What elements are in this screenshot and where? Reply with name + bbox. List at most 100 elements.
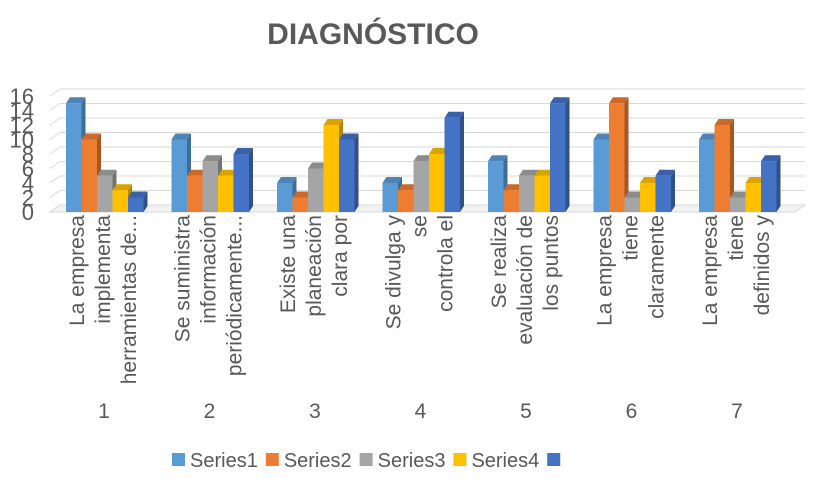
bar-front bbox=[66, 103, 82, 212]
bar-side bbox=[776, 155, 781, 212]
x-tick-label: 7 bbox=[731, 400, 743, 423]
legend-swatch bbox=[265, 453, 279, 466]
legend-item: Series1 bbox=[172, 450, 258, 472]
gridline-side bbox=[49, 161, 61, 169]
category-label-line: implementa bbox=[92, 215, 115, 324]
y-tick-label: 16 bbox=[10, 84, 34, 109]
gridline-side bbox=[49, 117, 61, 126]
bar-top bbox=[624, 191, 644, 198]
gridline-side bbox=[49, 146, 61, 155]
bar-front bbox=[97, 175, 113, 212]
x-tick-label: 5 bbox=[520, 400, 532, 423]
category-label-line: planeación bbox=[303, 215, 326, 317]
category-label-line: tiene bbox=[620, 215, 643, 261]
bar-front bbox=[429, 154, 445, 212]
bar-front bbox=[233, 154, 249, 212]
bar-front bbox=[171, 139, 187, 212]
bar-front bbox=[202, 161, 218, 212]
bar-top bbox=[171, 133, 191, 140]
bar-front bbox=[444, 117, 460, 212]
legend-item bbox=[547, 453, 561, 466]
bar-front bbox=[745, 183, 761, 212]
bar bbox=[339, 133, 359, 212]
legend-swatch bbox=[547, 453, 561, 466]
bar-top bbox=[745, 177, 765, 183]
y-tick-label: 12 bbox=[10, 113, 34, 138]
x-tick-label: 1 bbox=[98, 400, 110, 423]
bar bbox=[128, 191, 148, 212]
bar bbox=[233, 148, 253, 212]
bar-front bbox=[609, 103, 625, 212]
bar-top bbox=[534, 169, 554, 176]
legend-label: Series4 bbox=[471, 450, 539, 472]
bar-top bbox=[202, 155, 222, 162]
y-tick-label: 8 bbox=[22, 142, 34, 167]
bar-top bbox=[112, 184, 132, 191]
bar-front bbox=[218, 175, 234, 212]
bar-top bbox=[398, 184, 418, 191]
y-tick-label: 0 bbox=[22, 200, 34, 225]
bar bbox=[488, 155, 508, 212]
bar-top bbox=[444, 111, 464, 118]
bar-top bbox=[640, 177, 660, 183]
bar-top bbox=[730, 191, 750, 198]
bar-top bbox=[429, 148, 449, 154]
category-label-line: La empresa bbox=[66, 215, 89, 326]
bar-top bbox=[609, 97, 629, 104]
bars bbox=[66, 97, 781, 212]
y-tick-label: 14 bbox=[10, 99, 34, 124]
bar-front bbox=[488, 161, 504, 212]
bar-side bbox=[249, 148, 253, 212]
bar-front bbox=[519, 175, 535, 212]
bar-front bbox=[503, 190, 519, 212]
bar-front bbox=[112, 190, 128, 212]
gridline-side bbox=[49, 88, 61, 97]
bar-front bbox=[593, 139, 609, 212]
legend-item: Series3 bbox=[359, 450, 446, 472]
bar-front bbox=[640, 183, 656, 212]
legend-label: Series3 bbox=[378, 450, 446, 472]
bar-side bbox=[671, 169, 675, 212]
bar-front bbox=[187, 175, 203, 212]
bar bbox=[112, 184, 132, 212]
y-tick-label: 6 bbox=[22, 157, 34, 182]
category-label-line: La empresa bbox=[699, 215, 722, 326]
bar-front bbox=[398, 190, 414, 212]
category-label-line: Se suministra bbox=[172, 215, 195, 343]
bar-front bbox=[81, 139, 97, 212]
gridline-side bbox=[49, 175, 61, 184]
gridline-side bbox=[49, 132, 61, 140]
category-label-line: periódicamente... bbox=[224, 215, 247, 376]
gridline-side bbox=[49, 190, 61, 198]
bar bbox=[714, 119, 734, 212]
bar-top bbox=[292, 191, 312, 198]
x-tick-label: 3 bbox=[309, 400, 321, 423]
bar-top bbox=[593, 133, 613, 140]
bar bbox=[655, 169, 675, 212]
category-label-line: se bbox=[409, 215, 432, 237]
x-tick-label: 6 bbox=[626, 400, 638, 423]
category-label-line: La empresa bbox=[594, 215, 617, 326]
bar-front bbox=[128, 197, 144, 212]
bar-top bbox=[519, 169, 539, 176]
bar-side bbox=[354, 133, 359, 212]
bar bbox=[171, 133, 191, 212]
bar-front bbox=[550, 103, 566, 212]
bar-top bbox=[382, 177, 402, 183]
bar-front bbox=[730, 197, 746, 212]
bar-front bbox=[339, 139, 355, 212]
bar-top bbox=[97, 169, 117, 176]
bar-top bbox=[761, 155, 781, 162]
bar-front bbox=[761, 161, 777, 212]
bar-top bbox=[81, 133, 101, 140]
legend-swatch bbox=[359, 453, 373, 466]
category-label-line: información bbox=[198, 215, 221, 324]
bar-side bbox=[565, 97, 570, 212]
category-label-line: los puntos bbox=[540, 215, 563, 311]
bar-side bbox=[730, 119, 734, 212]
bar-top bbox=[128, 191, 148, 198]
category-label-line: herramientas de... bbox=[118, 215, 141, 384]
bar-front bbox=[624, 197, 640, 212]
